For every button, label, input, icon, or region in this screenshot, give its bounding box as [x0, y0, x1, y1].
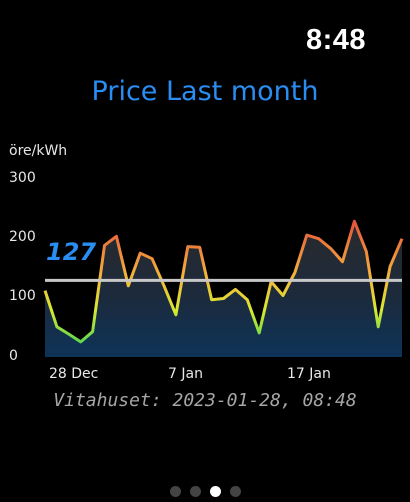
x-tick-7-jan: 7 Jan [168, 366, 203, 382]
page-indicator [0, 486, 410, 497]
footer-location-timestamp: Vitahuset: 2023-01-28, 08:48 [0, 390, 410, 411]
page-dot[interactable] [230, 486, 241, 497]
page-dot[interactable] [170, 486, 181, 497]
page-dot[interactable] [190, 486, 201, 497]
x-tick-28-dec: 28 Dec [49, 366, 98, 382]
page-dot[interactable] [210, 486, 221, 497]
average-price-label: 127 [46, 238, 96, 266]
x-tick-17-jan: 17 Jan [287, 366, 331, 382]
